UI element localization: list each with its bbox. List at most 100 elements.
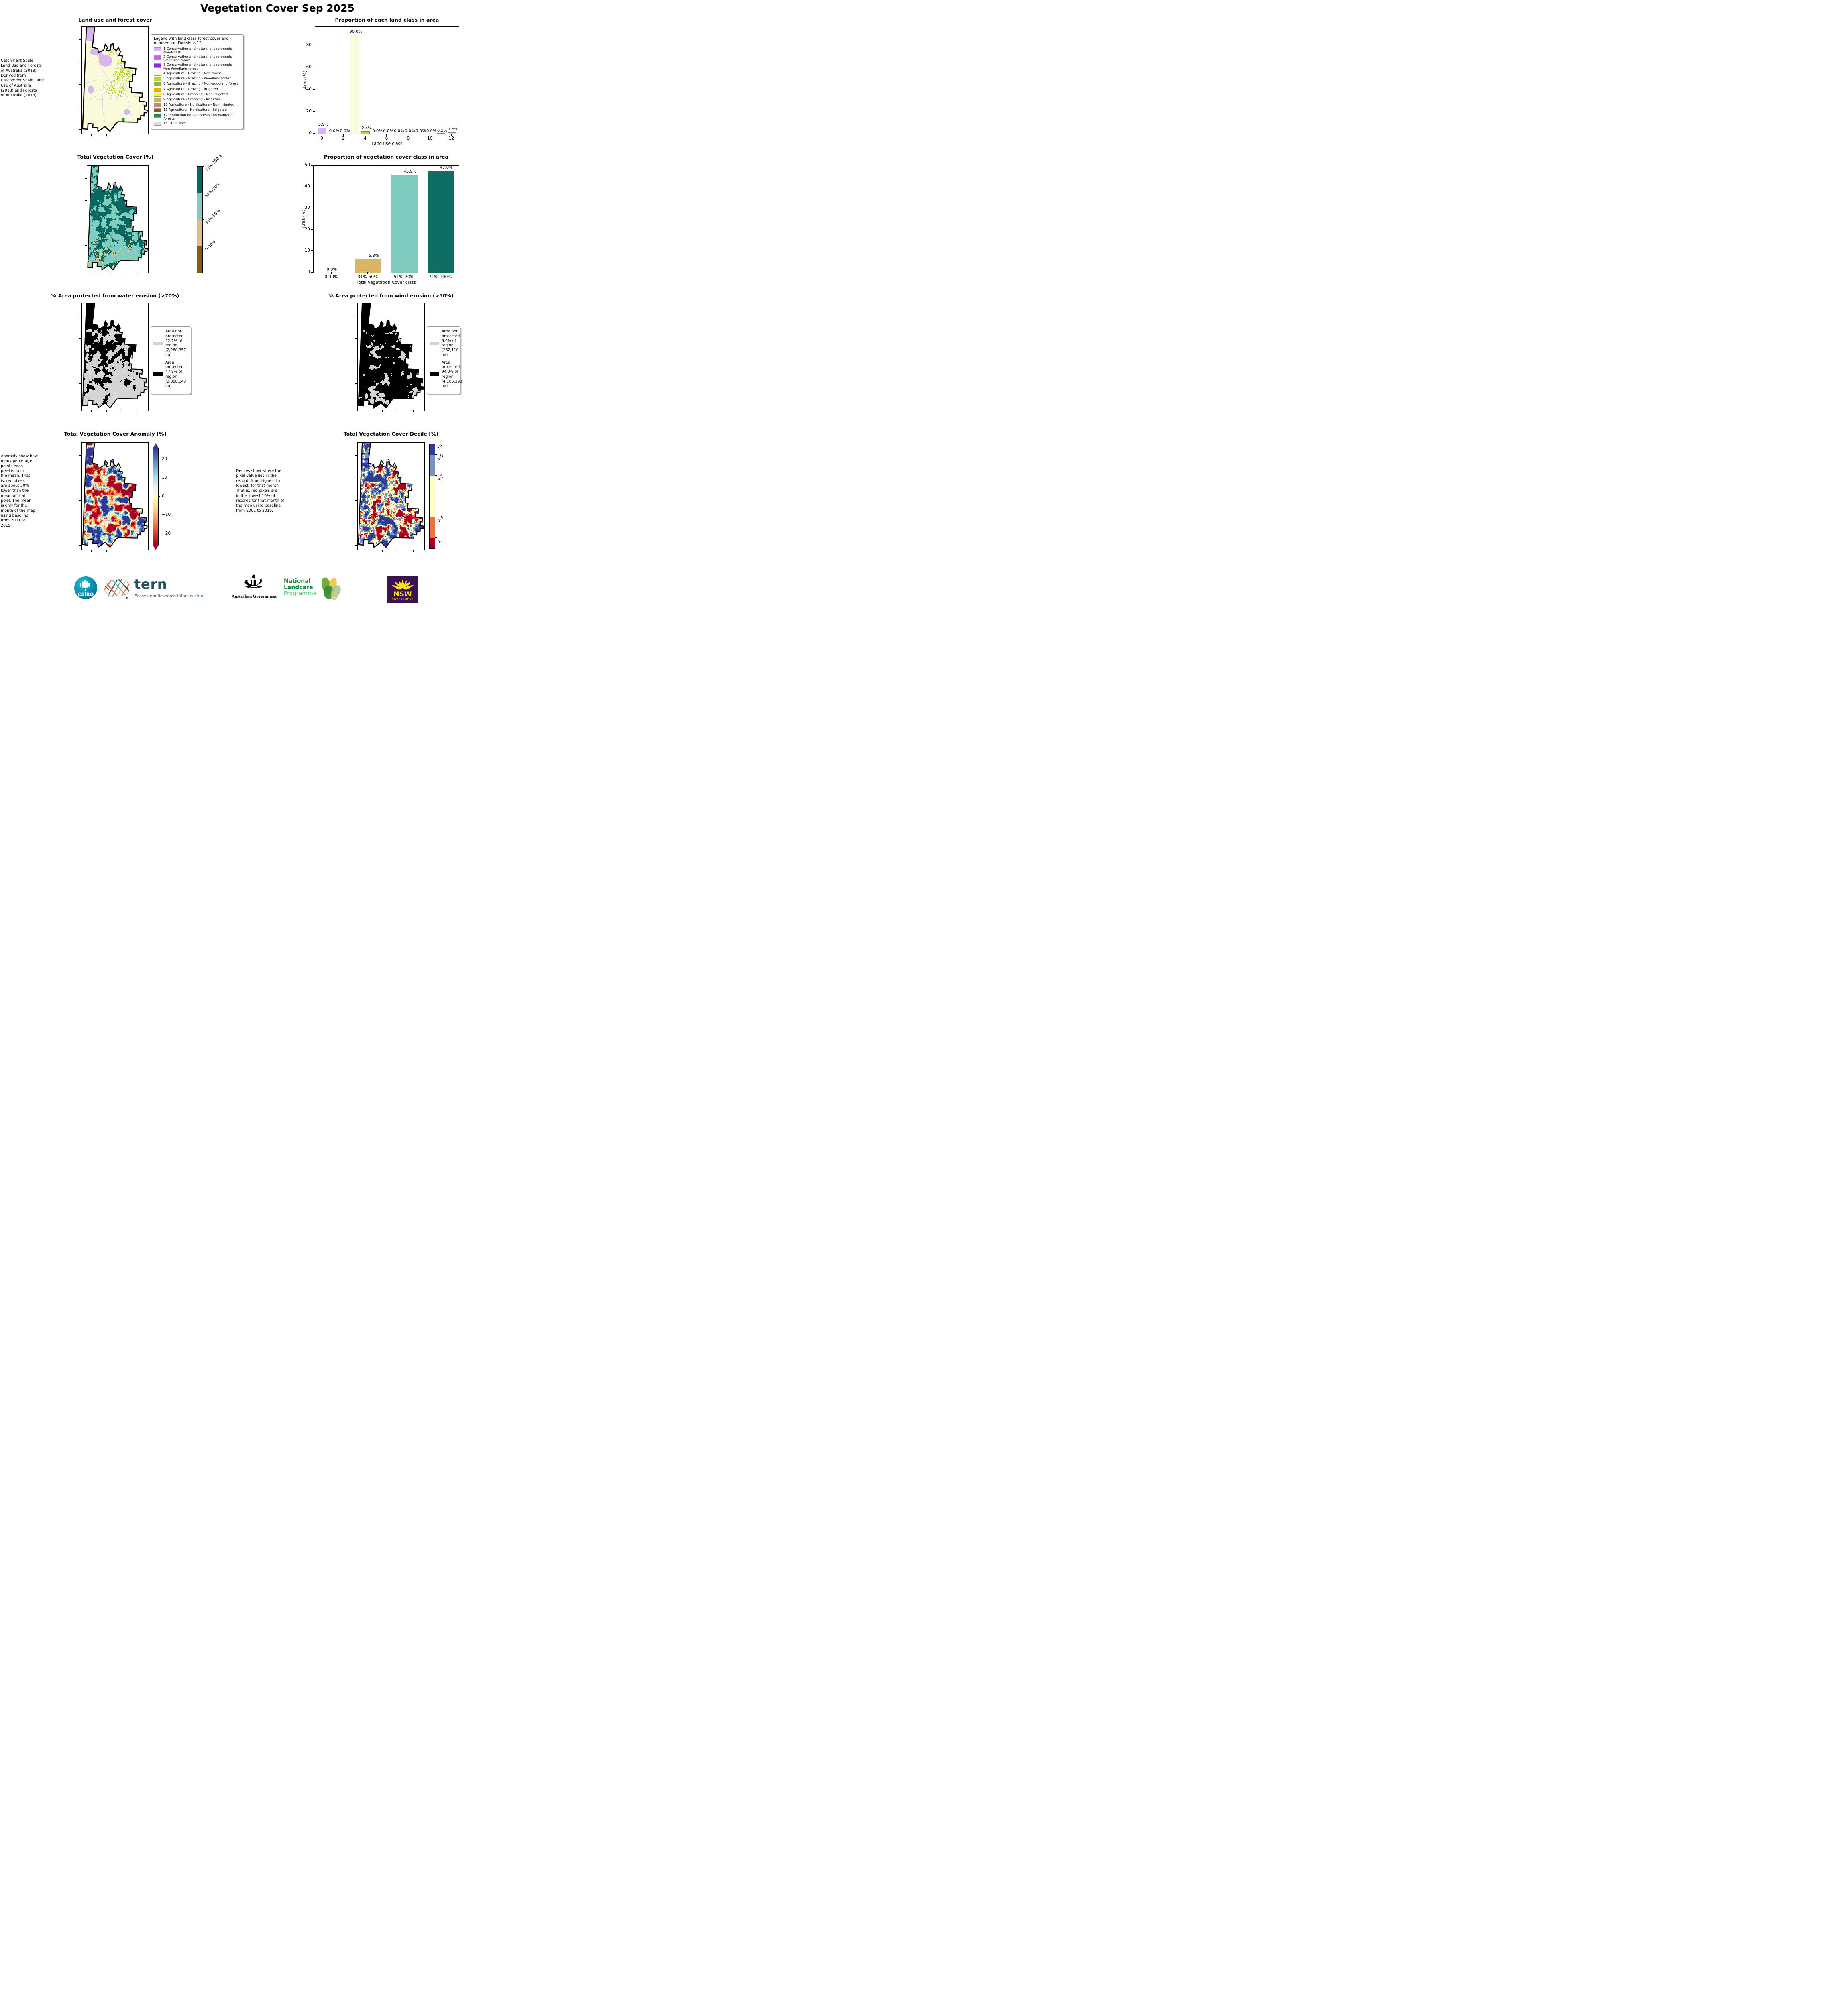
x-tick-label: 8 [407,136,410,141]
colorbar-label: 71%-100% [204,154,223,173]
bar [428,170,454,273]
y-tick-label: 40 [304,184,310,189]
veg-cover-map [87,165,149,273]
y-tick-label: 20 [306,108,312,114]
svg-text:GOVERNMENT: GOVERNMENT [392,598,414,601]
svg-text:CSIRO: CSIRO [78,592,94,597]
land-class-chart-title: Proportion of each land class in area [335,17,439,23]
map-tick [355,383,357,384]
colorbar-label: 10 [437,444,444,451]
legend-label: 7 Agriculture - Grazing - Irrigated [163,86,218,91]
x-tick [367,272,368,274]
map-tick [106,134,107,136]
legend-label: 5 Agriculture - Grazing - Woodland fores… [163,76,231,80]
landcare-line1: National [284,578,311,584]
tern-australia-icon [103,577,132,601]
bar-value-label: 47.8% [440,165,453,170]
colorbar-tick-label: 20 [162,456,167,461]
land-use-map-title: Land use and forest cover [78,17,152,23]
y-tick-label: 0 [309,131,312,136]
legend-label: 2 Conservation and natural environments … [163,55,234,63]
region-boundary [87,165,148,271]
map-tick [413,410,414,412]
map-tick [91,410,92,412]
colorbar-tick [435,454,437,455]
legend-label: 1 Conservation and natural environments … [163,46,234,55]
decile-map [357,442,425,550]
map-tick [79,383,81,384]
colorbar-tick-label: −20 [162,531,171,536]
x-tick [331,272,332,274]
decile-side-note: Deciles show where the pixel value lies … [236,469,284,513]
y-tick-label: 20 [304,226,310,232]
colorbar-segment [430,517,435,538]
y-tick [313,89,315,90]
region-boundary [82,26,148,132]
land-class-chart-plot: 5.9% 0.0% 0.0% 90.0% 2.4% 0.0% 0.0% 0.0% 0.0% 0.0… [315,26,459,134]
bar [447,132,456,134]
x-tick-label: 51%-70% [394,275,414,279]
decile-map-title: Total Vegetation Cover Decile [%] [343,431,439,437]
legend-item: 1 Conservation and natural environments … [154,47,240,55]
bar-value-label: 6.3% [369,254,379,259]
legend-swatch [154,71,161,76]
map-tick [85,245,87,246]
bar [391,174,418,273]
wind-erosion-legend: Area not protected 6.0% of region (262,1… [427,326,462,394]
bar [350,35,359,134]
legend-label: Area not protected 6.0% of region (262,1… [442,329,460,357]
colorbar-arrow-up [153,443,159,448]
legend-item: 9 Agriculture - Cropping - Irrigated [154,97,240,102]
colorbar-tick-label: 0 [162,494,165,499]
bar-value-label: 0.0% [329,129,340,133]
veg-cover-map-title: Total Vegetation Cover [%] [77,154,153,160]
landcare-logo: National Landcare Programme [284,578,316,597]
x-tick [386,134,387,136]
legend-label: 3 Conservation and natural environments … [163,63,234,71]
legend-label: 13 Other uses [163,120,187,125]
map-tick [355,338,357,339]
legend-item: Area not protected 52.2% of region (2,28… [153,329,188,358]
bar-value-label: 0.0% [426,129,437,133]
legend-label: 11 Agriculture - Horticulture - Irrigate… [163,107,227,112]
bar [436,133,446,134]
colorbar-arrow-down [153,545,159,550]
csiro-logo: CSIRO [74,576,97,599]
legend-item: 6 Agriculture - Grazing - Non-woodland f… [154,81,240,86]
map-tick [382,550,383,552]
colorbar-label: 1 [437,539,442,544]
bar-value-label: 1.5% [448,127,458,132]
colorbar-segment [197,167,202,193]
map-tick [91,550,92,552]
colorbar-tick [203,166,204,167]
veg-cover-colorbar [197,166,203,273]
colorbar-label: 0-30% [204,239,217,252]
legend-item: 10 Agriculture - Horticulture - Non-irri… [154,102,240,107]
x-tick-label: 2 [342,136,345,141]
legend-label: Area protected 47.8% of region (2,088,14… [165,360,186,389]
y-tick [311,229,313,230]
legend-label: 12 Production native forests and plantat… [163,112,235,120]
water-erosion-legend: Area not protected 52.2% of region (2,28… [151,326,191,394]
colorbar-segment [197,220,202,246]
tasmania-icon [125,597,128,600]
legend-item: 2 Conservation and natural environments … [154,55,240,63]
legend-swatch [154,108,161,112]
wind-erosion-title: % Area protected from wind erosion (>50%… [328,293,454,299]
anomaly-map [81,442,149,550]
y-tick-label: 80 [306,42,312,47]
map-tick [355,500,357,501]
colorbar-segment [430,538,435,548]
x-tick-label: 31%-50% [357,275,378,279]
map-tick [382,410,383,412]
legend-swatch [154,103,161,107]
legend-swatch [154,98,161,102]
colorbar-segment [430,444,435,455]
y-tick-label: 50 [304,163,310,167]
x-tick-label: 0-30% [324,275,338,279]
wind-erosion-map [357,303,425,411]
waratah-icon [392,580,414,590]
map-tick [79,129,81,130]
australian-government-label: Australian Government [232,594,277,599]
x-tick-label: 71%-100% [429,275,452,279]
